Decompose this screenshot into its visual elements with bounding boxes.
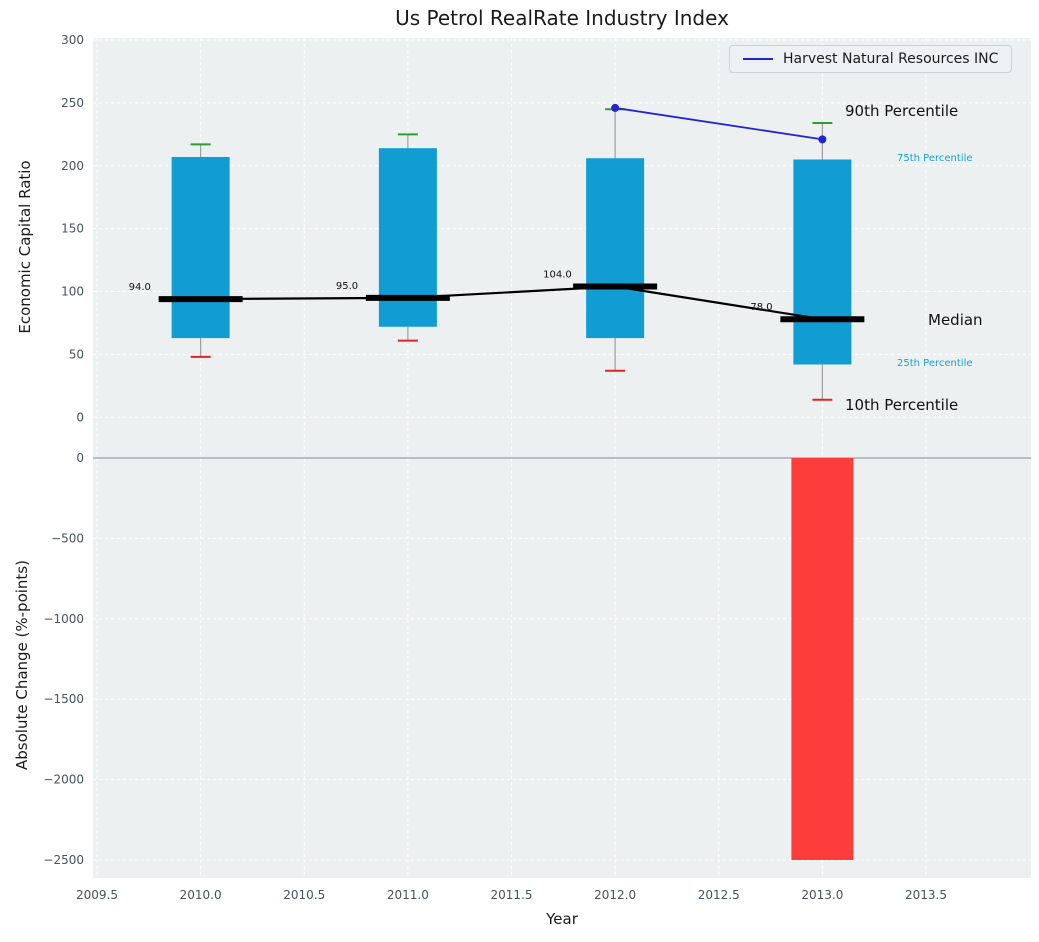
legend: Harvest Natural Resources INC [729,45,1013,73]
legend-line-sample [743,58,773,60]
company-point [818,135,827,144]
iqr-bar [793,159,852,365]
tick-label: 200 [61,159,84,173]
tick-label: 2012.0 [594,888,636,902]
tick-label: 50 [69,347,84,361]
tick-label: 2010.0 [180,888,222,902]
median-line [200,285,823,321]
chart-title: Us Petrol RealRate Industry Index [395,6,729,30]
y-axis-label-top: Economic Capital Ratio [16,160,34,334]
median-value-label: 78.0 [750,302,772,313]
tick-label: 2011.5 [491,888,533,902]
annotation-75th-percentile: 75th Percentile [897,153,973,164]
x-axis-label: Year [546,910,578,928]
tick-label: −500 [51,531,84,545]
tick-label: 2011.0 [387,888,429,902]
annotation-median: Median [928,311,983,329]
tick-label: −1000 [43,612,84,626]
tick-label: −2000 [43,773,84,787]
bottom-panel-bg [93,456,1031,878]
tick-label: 250 [61,96,84,110]
top-panel-bg [93,38,1031,456]
tick-label: 0 [76,451,84,465]
tick-label: 300 [61,33,84,47]
tick-label: −1500 [43,692,84,706]
tick-label: 2010.5 [283,888,325,902]
tick-label: 2013.0 [801,888,843,902]
tick-label: 100 [61,285,84,299]
annotation-90th-percentile: 90th Percentile [845,102,959,120]
tick-label: 0 [76,410,84,424]
tick-label: 2012.5 [698,888,740,902]
legend-label: Harvest Natural Resources INC [783,51,999,67]
median-value-label: 104.0 [543,270,572,281]
median-value-label: 94.0 [129,282,151,293]
company-point [611,103,620,112]
annotation-10th-percentile: 10th Percentile [845,396,959,414]
company-line [614,107,823,141]
change-bar [791,458,854,860]
median-value-label: 95.0 [336,281,358,292]
tick-label: 2009.5 [76,888,118,902]
tick-label: 150 [61,222,84,236]
tick-label: 2013.5 [905,888,947,902]
iqr-bar [171,156,230,339]
y-axis-label-bottom: Absolute Change (%-points) [13,560,31,770]
iqr-bar [586,158,645,339]
annotation-25th-percentile: 25th Percentile [897,358,973,369]
tick-label: −2500 [43,853,84,867]
